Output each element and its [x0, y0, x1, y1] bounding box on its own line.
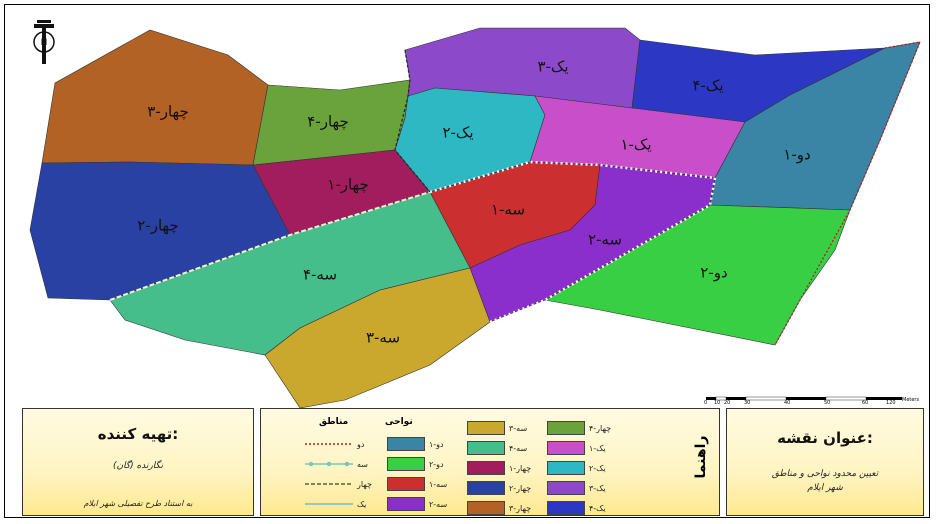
swatch-se-3 — [467, 421, 505, 435]
label-yek-4: یک-۴ — [692, 77, 723, 95]
swatch-yek-2 — [547, 461, 585, 475]
legend-yek-4: یک-۴ — [547, 501, 623, 515]
swatch-chahar-2 — [467, 481, 505, 495]
map-title: عنوان نقشه: — [777, 429, 873, 447]
label-se-1: سه-۱ — [491, 201, 525, 219]
legend-zone-se-label: سه — [357, 459, 368, 469]
swatch-yek-3 — [547, 481, 585, 495]
preparer-title: تهیه کننده: — [97, 425, 179, 443]
legend-zone-chahar-label: چهار — [357, 479, 372, 489]
zone-line-yek — [305, 499, 353, 509]
zone-boundary-do — [774, 41, 922, 346]
label-yek-3: یک-۳ — [537, 58, 568, 76]
scale-tick-5: 50 — [824, 400, 831, 406]
label-yek-1: یک-۱ — [620, 136, 651, 154]
region-do-2[interactable] — [544, 204, 851, 346]
swatch-do-1 — [387, 437, 425, 451]
scale-tick-0: 0 — [704, 400, 708, 406]
label-do-1: دو-۱ — [783, 146, 810, 164]
label-chahar-4: چهار-۴ — [307, 113, 348, 131]
title-panel: عنوان نقشه: تعیین محدود نواحی و مناطق شه… — [726, 408, 924, 516]
scale-tick-6: 60 — [862, 400, 869, 406]
legend-zone-yek-label: یک — [357, 499, 367, 509]
preparer-author: نگارنده (گان) — [112, 461, 164, 471]
legend-zone-yek: یک — [305, 497, 366, 511]
legend-panel: نواحی مناطق دو سه چهار یک دو-۱ دو-۲ سه-۱… — [260, 408, 720, 516]
label-chahar-1: چهار-۱ — [327, 176, 368, 194]
legend-se-3: سه-۳ — [467, 421, 543, 435]
label-do-2: دو-۲ — [700, 264, 727, 282]
legend-zone-chahar: چهار — [305, 477, 372, 491]
scale-bar: 0 10 20 30 40 50 60 120 Meters — [704, 394, 919, 408]
zone-line-se — [305, 459, 353, 469]
label-chahar-3: چهار-۳ — [147, 103, 188, 121]
swatch-chahar-4 — [547, 421, 585, 435]
legend-yek-1: یک-۱ — [547, 441, 623, 455]
legend-do-2: دو-۲ — [387, 457, 463, 471]
label-se-2: سه-۲ — [588, 231, 622, 249]
zone-boundary-chahar — [109, 191, 431, 301]
legend-chahar-1: چهار-۱ — [467, 461, 543, 475]
legend-zone-do-label: دو — [357, 439, 365, 449]
zone-line-chahar — [305, 479, 353, 489]
north-arrow-logo: N — [33, 20, 55, 64]
zone-boundary-yek — [394, 49, 431, 193]
swatch-se-4 — [467, 441, 505, 455]
legend-se-2: سه-۲ — [387, 497, 463, 511]
legend-chahar-2: چهار-۲ — [467, 481, 543, 495]
zone-line-do — [305, 439, 353, 449]
label-se-4: سه-۴ — [303, 266, 337, 284]
scale-tick-2: 20 — [724, 400, 731, 406]
swatch-chahar-3 — [467, 501, 505, 515]
swatch-chahar-1 — [467, 461, 505, 475]
swatch-se-1 — [387, 477, 425, 491]
swatch-yek-1 — [547, 441, 585, 455]
legend-se-4: سه-۴ — [467, 441, 543, 455]
scale-tick-4: 40 — [784, 400, 791, 406]
scale-unit: Meters — [902, 397, 920, 403]
legend-se-1: سه-۱ — [387, 477, 463, 491]
legend-yek-3: یک-۳ — [547, 481, 623, 495]
preparer-panel: تهیه کننده: نگارنده (گان) به استناد طرح … — [22, 408, 254, 516]
map-subtitle-2: شهر ایلام — [807, 483, 843, 493]
scale-tick-7: 120 — [886, 400, 896, 406]
swatch-do-2 — [387, 457, 425, 471]
legend-nawahi-header: نواحی — [385, 417, 413, 427]
legend-do-1: دو-۱ — [387, 437, 463, 451]
legend-zone-se: سه — [305, 457, 368, 471]
legend-yek-2: یک-۲ — [547, 461, 623, 475]
swatch-se-2 — [387, 497, 425, 511]
label-se-3: سه-۳ — [366, 329, 400, 347]
label-chahar-2: چهار-۲ — [137, 217, 178, 235]
svg-text:N: N — [41, 38, 48, 48]
legend-manateq-header: مناطق — [319, 417, 349, 427]
swatch-yek-4 — [547, 501, 585, 515]
scale-tick-3: 30 — [744, 400, 751, 406]
scale-tick-1: 10 — [714, 400, 721, 406]
legend-zone-do: دو — [305, 437, 364, 451]
preparer-source: به استناد طرح تفصیلی شهر ایلام — [83, 499, 193, 508]
label-yek-2: یک-۲ — [442, 124, 473, 142]
legend-chahar-4: چهار-۴ — [547, 421, 623, 435]
legend-chahar-3: چهار-۳ — [467, 501, 543, 515]
legend-title: راهنما — [693, 435, 709, 479]
region-chahar-3[interactable] — [41, 29, 269, 166]
map-subtitle-1: تعیین محدود نواحی و مناطق — [771, 469, 879, 479]
